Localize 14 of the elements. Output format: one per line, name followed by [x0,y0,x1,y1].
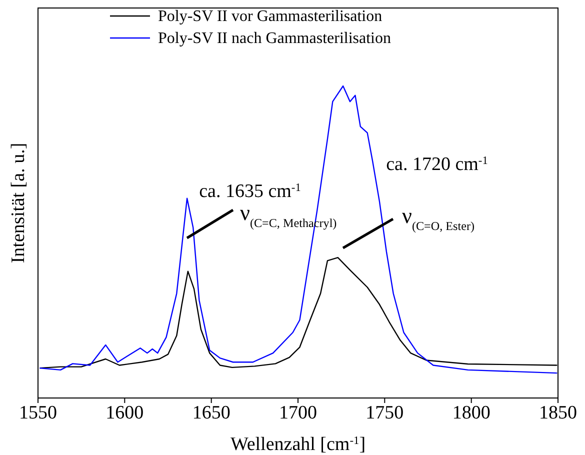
x-tick-label: 1550 [19,402,57,424]
annotation: ν$_{(C=O, Ester)}$ [402,203,475,233]
annotation: ca. 1720 cm$^{-1}$ [386,154,488,175]
legend-label: Poly-SV II vor Gammasterilisation [158,8,382,25]
legend-label: Poly-SV II nach Gammasterilisation [158,30,391,47]
x-tick-label: 1800 [452,402,490,424]
x-tick-label: 1750 [366,402,404,424]
x-tick-label: 1650 [192,402,230,424]
annotation: ca. 1635 cm$^{-1}$ [199,181,302,202]
x-tick-label: 1850 [539,402,577,424]
x-axis-title: Wellenzahl [cm$^{-1}$] [230,434,366,455]
y-axis-title: Intensität [a. u.] [8,142,29,264]
x-tick-label: 1700 [279,402,317,424]
x-tick-label: 1600 [106,402,144,424]
